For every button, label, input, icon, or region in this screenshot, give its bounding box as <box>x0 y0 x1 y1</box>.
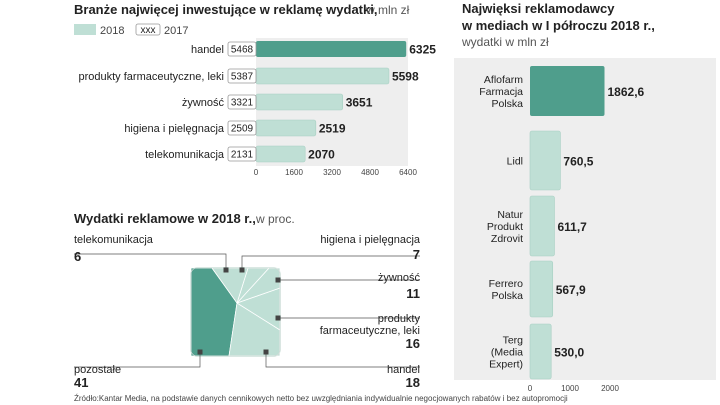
chart1-bar-2018 <box>255 119 317 137</box>
chart1-value-2018: 6325 <box>409 43 436 57</box>
pie-leader-line <box>241 255 420 270</box>
chart1-category-label: produkty farmaceutyczne, leki <box>78 71 224 83</box>
legend-2017-swatch <box>135 23 161 36</box>
chart3-bar <box>530 66 605 116</box>
chart1-bar-2018 <box>255 145 306 163</box>
chart3-bar <box>529 195 555 257</box>
pie-slice-value: 7 <box>413 247 420 262</box>
pie-slice-value: 11 <box>406 286 420 301</box>
chart2-subtitle: w proc. <box>255 212 295 226</box>
chart1-tick-label: 3200 <box>323 168 341 177</box>
chart1-tick-label: 1600 <box>285 168 303 177</box>
chart3-bar <box>529 260 554 318</box>
pie-slice-label: pozostałe <box>74 364 121 376</box>
chart3-title-line2: w mediach w I półroczu 2018 r., <box>461 18 655 33</box>
legend-2017-sample: xxx <box>141 25 156 36</box>
chart3-category-label: Aflofarm Farmacja Polska <box>479 74 523 110</box>
chart3-category-label: Ferrero Polska <box>489 278 524 302</box>
source-note: Źródło:Kantar Media, na podstawie danych… <box>74 394 568 403</box>
chart3-tick-label: 2000 <box>601 384 619 393</box>
pie-slice-label: produkty farmaceutyczne, leki <box>320 313 421 337</box>
legend-2018-swatch <box>74 24 96 35</box>
pie-outline <box>190 267 281 357</box>
chart1-category-label: telekomunikacja <box>145 149 225 161</box>
pie-leader-line <box>265 352 420 368</box>
chart3-bars: 1862,6 Aflofarm Farmacja Polska 760,5 Lidl 611… <box>479 66 645 393</box>
chart3-value-label: 611,7 <box>557 220 587 234</box>
chart1-category-label: higiena i pielęgnacja <box>124 123 225 135</box>
legend-2017-label: 2017 <box>164 25 188 37</box>
chart1-bar-2018 <box>256 41 407 57</box>
chart1-subtitle: w mln zł <box>365 3 410 17</box>
chart1-2017-box <box>227 146 257 162</box>
chart1-value-2017: 5468 <box>231 45 254 56</box>
chart3-tick-label: 0 <box>528 384 533 393</box>
chart1-value-2017: 2131 <box>231 150 254 161</box>
pie-leader-marker <box>197 349 203 355</box>
pie-leader-line <box>74 253 227 270</box>
chart1-value-2017: 3321 <box>231 98 254 109</box>
pie-leader-marker <box>223 267 229 273</box>
chart3-subtitle: wydatki w mln zł <box>461 35 549 49</box>
chart3-value-label: 1862,6 <box>608 85 645 99</box>
chart1-2017-box <box>227 120 257 136</box>
pie-slice-label: higiena i pielęgnacja <box>320 234 421 246</box>
chart1-value-2017: 5387 <box>231 72 254 83</box>
pie-slice-value: 18 <box>406 375 420 390</box>
pie-slice-value: 6 <box>74 249 81 264</box>
chart3-category-label: Lidl <box>507 156 523 168</box>
chart1-category-label: handel <box>191 44 224 56</box>
chart1-bars: handel 5468 6325 produkty farmaceutyczne, l… <box>78 41 436 177</box>
chart1-value-2018: 5598 <box>392 70 419 84</box>
chart3-bar <box>529 323 552 380</box>
pie-slice-value: 41 <box>74 375 88 390</box>
chart3-tick-label: 1000 <box>561 384 579 393</box>
chart3-category-label: Terg (Media Expert) <box>489 335 523 371</box>
chart3-title-line1: Najwięksi reklamodawcy <box>462 1 615 16</box>
chart3-value-label: 530,0 <box>554 346 584 360</box>
legend-2018-label: 2018 <box>100 25 124 37</box>
chart1-bar-2018 <box>255 93 344 111</box>
pie-leader-marker <box>275 315 281 321</box>
pie-slice-value: 16 <box>406 336 420 351</box>
chart1-2017-box <box>227 68 257 84</box>
chart1-tick-label: 6400 <box>399 168 417 177</box>
pie-leader-marker <box>263 349 269 355</box>
chart1-2017-box <box>227 41 257 57</box>
pie-leader-line <box>74 352 201 368</box>
chart3-category-label: Natur Produkt Zdrovit <box>487 209 524 245</box>
pie-leader-marker <box>275 277 281 283</box>
chart1-value-2017: 2509 <box>231 124 254 135</box>
chart1-2017-box <box>227 94 257 110</box>
chart1-tick-label: 0 <box>254 168 259 177</box>
chart1-value-2018: 2519 <box>319 122 346 136</box>
pie-slice-label: żywność <box>378 272 421 284</box>
chart1-title: Branże najwięcej inwestujące w reklamę w… <box>74 2 377 17</box>
chart1-category-label: żywność <box>182 97 225 109</box>
chart3-value-label: 760,5 <box>563 155 593 169</box>
chart1-tick-label: 4800 <box>361 168 379 177</box>
chart1-value-2018: 3651 <box>346 96 373 110</box>
chart1-value-2018: 2070 <box>308 148 335 162</box>
chart1-bar-2018 <box>255 67 390 85</box>
pie-slice-label: handel <box>387 364 420 376</box>
pie-leader-marker <box>239 267 245 273</box>
pie-slice-label: telekomunikacja <box>74 234 154 246</box>
chart3-value-label: 567,9 <box>556 283 586 297</box>
chart3-bar <box>529 130 561 191</box>
chart2-title: Wydatki reklamowe w 2018 r., <box>74 211 256 226</box>
